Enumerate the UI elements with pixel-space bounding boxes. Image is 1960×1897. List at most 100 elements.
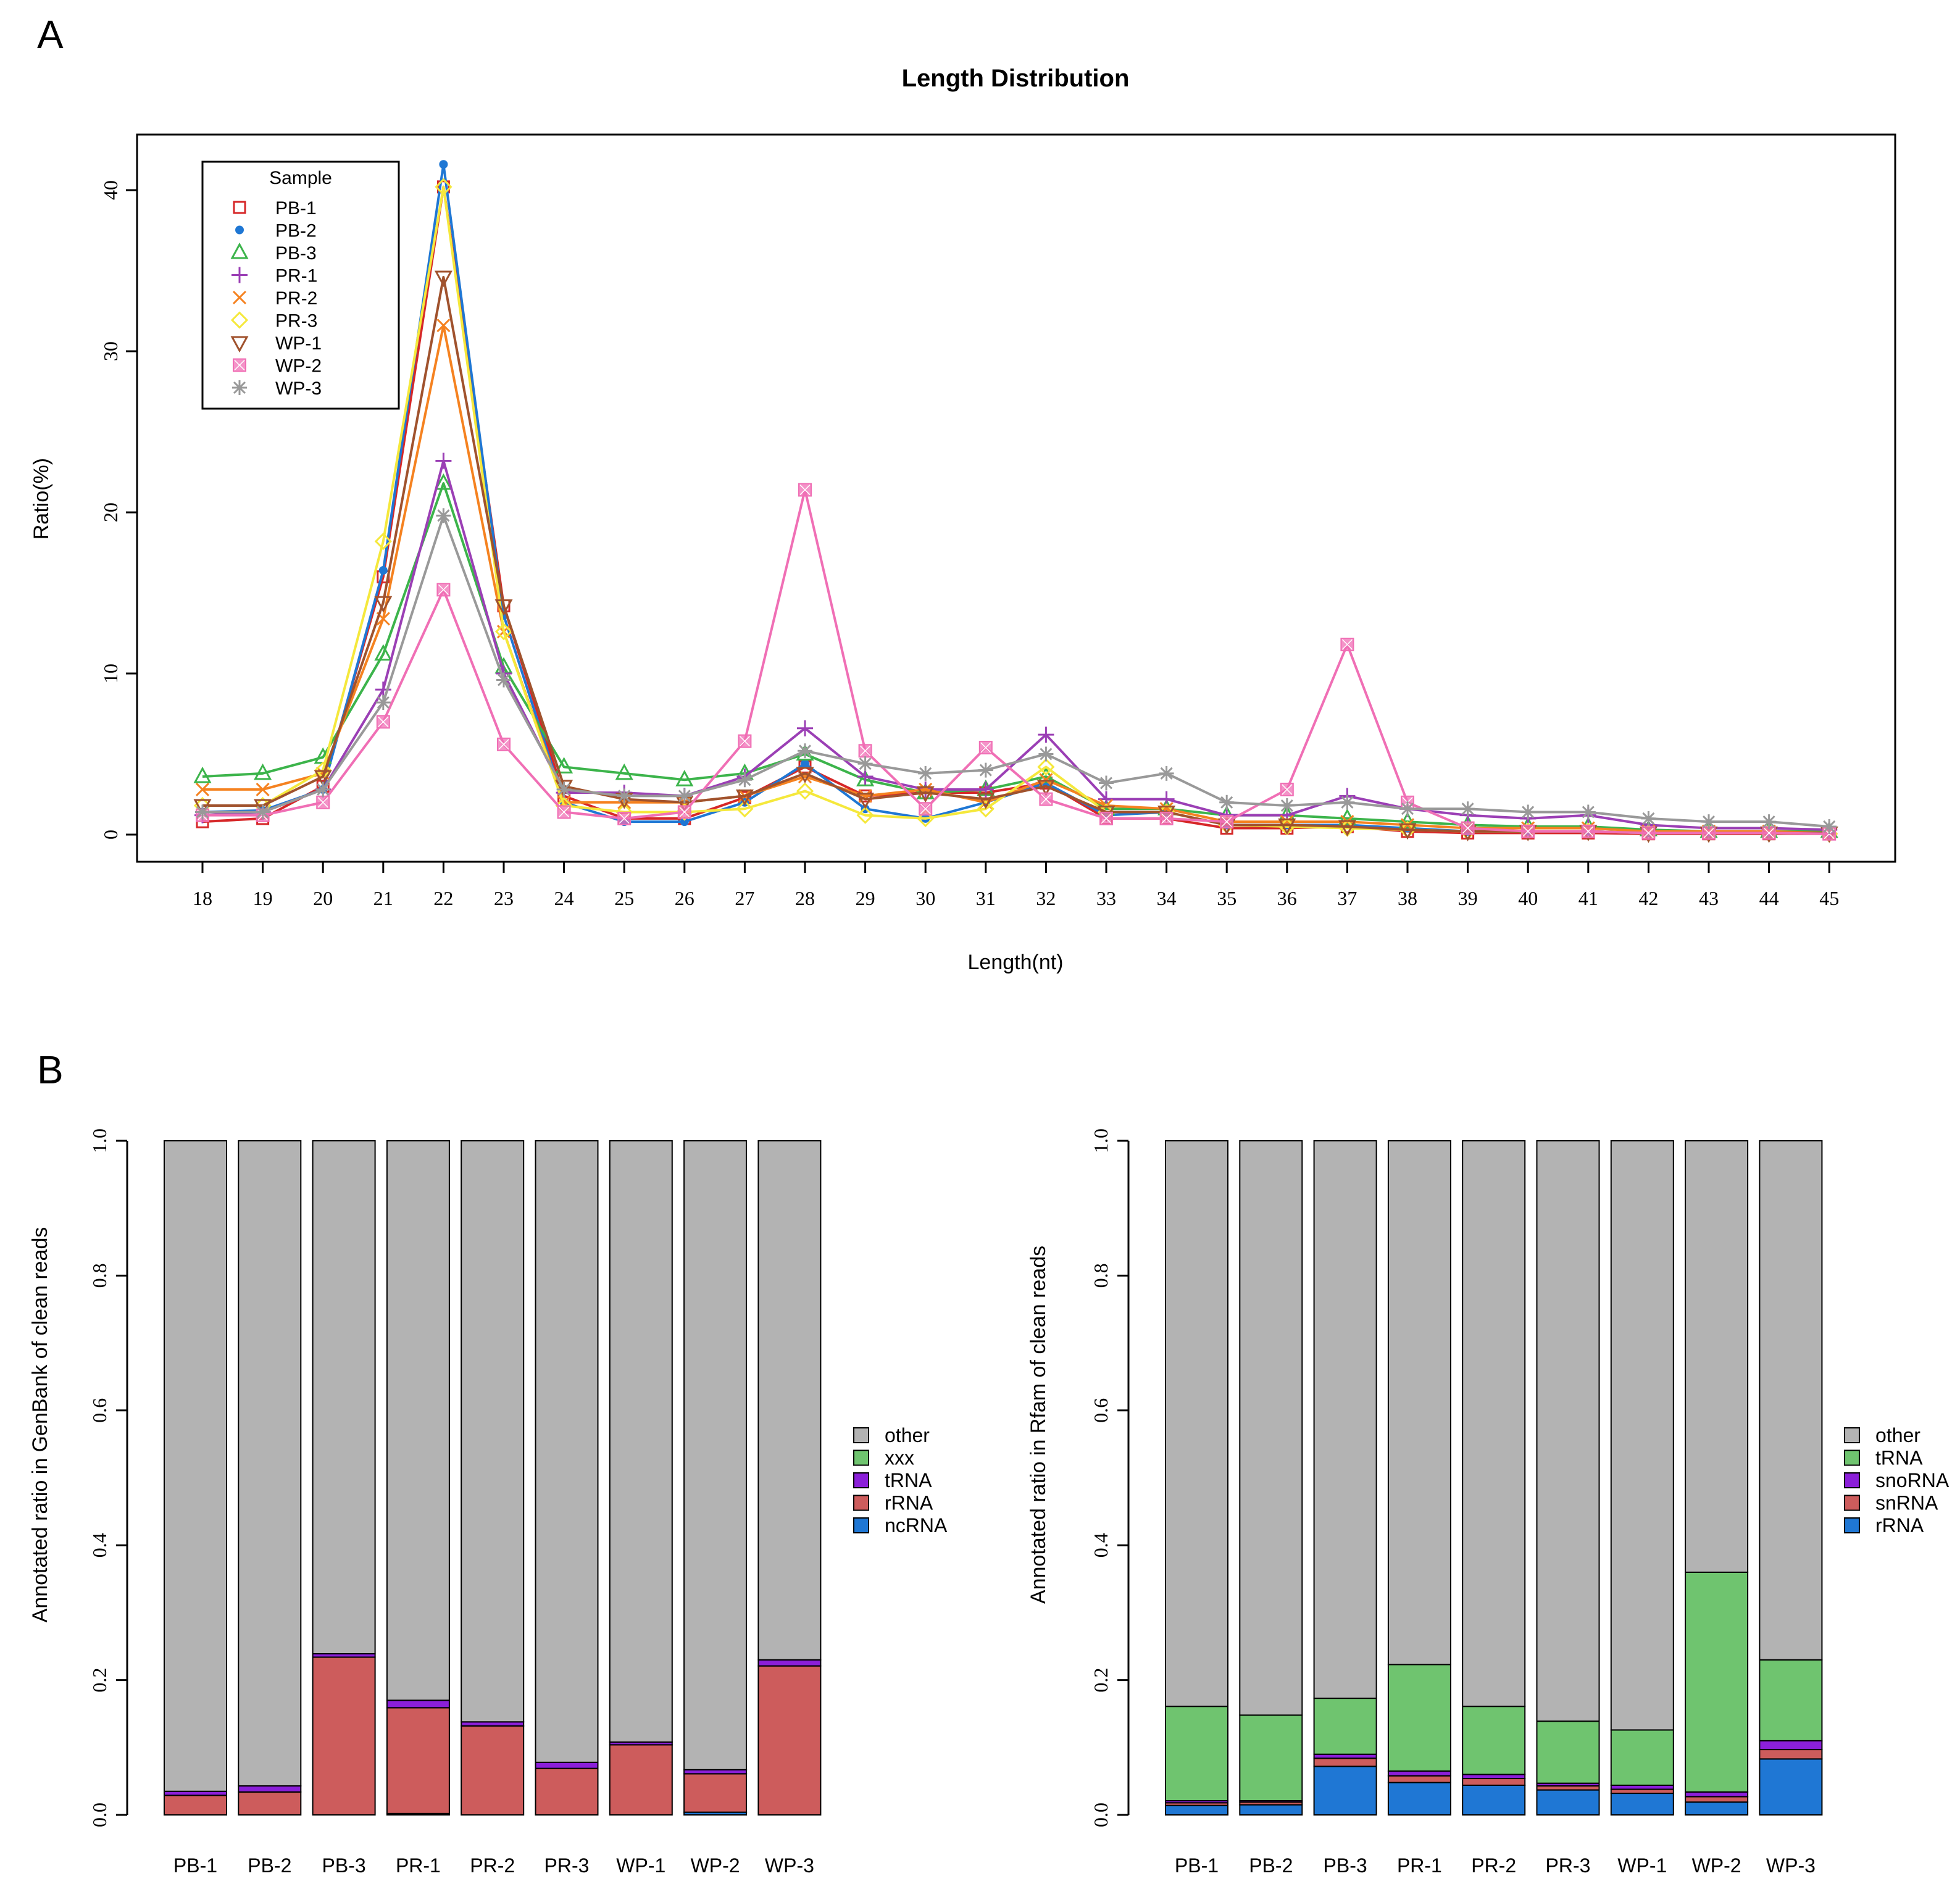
line-point-WP-2-30: [919, 802, 933, 816]
line-point-PB-3-26: [675, 770, 694, 786]
rfam-bar-PB-1-tRNA: [1165, 1706, 1228, 1802]
line-point-WP-3-32: [1038, 746, 1054, 762]
line-point-WP-1-27: [735, 789, 754, 806]
line-point-PR-3-30-shape: [917, 809, 935, 828]
line-point-WP-1-22: [434, 270, 452, 288]
line-legend-label-PB-3: PB-3: [275, 243, 317, 264]
rfam-bar-PR-3-tRNA: [1536, 1720, 1600, 1784]
line-point-WP-2-31-hatch: [980, 742, 991, 753]
line-point-PB-2-22: [439, 160, 448, 169]
line-point-WP-1-37-shape: [1338, 820, 1356, 837]
line-point-WP-3-30-shape: [918, 765, 933, 781]
line-point-WP-3-24: [556, 782, 572, 797]
line-point-WP-3-36-shape: [1279, 798, 1295, 814]
line-point-WP-2-44: [1762, 826, 1776, 840]
line-point-WP-3-38: [1400, 801, 1415, 817]
line-legend-marker-PR-2-shape: [232, 290, 247, 305]
line-point-WP-3-39: [1460, 801, 1475, 817]
line-point-WP-1-30-shape: [916, 786, 935, 803]
rfam-legend-label-other: other: [1875, 1424, 1920, 1446]
line-y-tick-label-2: 20: [99, 502, 122, 522]
line-legend-label-PR-2: PR-2: [275, 288, 317, 309]
line-point-WP-3-23: [496, 672, 511, 688]
line-x-tick-label-18: 36: [1277, 887, 1297, 909]
line-point-WP-1-32-shape: [1036, 780, 1055, 796]
line-point-WP-2-21-hatch: [378, 716, 389, 727]
line-point-WP-2-43-hatch: [1703, 827, 1714, 838]
line-point-WP-2-37: [1340, 638, 1354, 652]
line-legend-marker-WP-3-shape: [232, 380, 247, 395]
rfam-legend-swatch-tRNA: [1844, 1449, 1860, 1466]
line-point-PR-1-31-shape: [977, 781, 994, 798]
line-point-WP-2-40-hatch: [1522, 826, 1533, 837]
line-point-WP-1-19-shape: [254, 799, 272, 816]
line-point-WP-2-42-hatch: [1643, 827, 1654, 838]
line-x-tick-label-3: 21: [373, 887, 393, 909]
line-point-WP-3-25-shape: [617, 788, 632, 804]
rfam-x-label-PR-1: PR-1: [1397, 1854, 1442, 1877]
line-x-tick-label-19: 37: [1337, 887, 1357, 909]
line-legend-label-WP-1: WP-1: [275, 333, 322, 354]
line-point-PR-1-32-shape: [1038, 727, 1054, 743]
genbank-bar-PB-3-rRNA: [312, 1656, 376, 1816]
line-point-WP-2-40: [1521, 824, 1535, 838]
line-chart-plot-frame: [136, 133, 1896, 863]
line-point-WP-1-28-shape: [796, 767, 814, 783]
line-x-tick-label-21: 39: [1458, 887, 1478, 909]
line-point-WP-3-22-shape: [436, 508, 451, 523]
line-point-WP-1-38: [1398, 823, 1417, 840]
line-point-WP-3-43-shape: [1701, 814, 1716, 830]
rfam-bar-PR-2-snRNA: [1462, 1778, 1526, 1786]
line-legend-label-PB-1: PB-1: [275, 198, 317, 219]
line-chart-xlabel: Length(nt): [968, 951, 1064, 974]
line-point-WP-1-36-shape: [1278, 818, 1296, 835]
genbank-y-tick-label-0: 0.0: [88, 1803, 111, 1827]
line-point-WP-3-42: [1641, 811, 1656, 826]
line-point-WP-2-34: [1159, 811, 1174, 825]
line-point-WP-3-45-shape: [1822, 819, 1837, 834]
genbank-ylabel: Annotated ratio in GenBank of clean read…: [28, 1227, 52, 1623]
line-x-tick-label-24: 42: [1638, 887, 1658, 909]
line-point-PB-3-18-shape: [193, 766, 212, 783]
rfam-bar-WP-1-rRNA: [1610, 1793, 1674, 1816]
genbank-legend-swatch-rRNA: [853, 1495, 869, 1511]
line-x-tick-label-2: 20: [313, 887, 333, 909]
line-point-WP-2-39-hatch: [1462, 823, 1474, 834]
rfam-legend-label-rRNA: rRNA: [1875, 1514, 1924, 1536]
line-point-WP-2-25-hatch: [619, 813, 630, 824]
line-point-WP-2-22-hatch: [438, 584, 449, 595]
line-legend-label-WP-2: WP-2: [275, 356, 322, 377]
line-legend-label-PB-2: PB-2: [275, 221, 317, 241]
line-point-WP-3-21: [375, 694, 391, 710]
line-point-WP-3-29: [857, 756, 873, 772]
genbank-bar-PR-3-rRNA: [535, 1767, 599, 1816]
genbank-x-label-PB-3: PB-3: [322, 1854, 366, 1877]
line-x-tick-label-16: 34: [1157, 887, 1177, 909]
line-legend-title: Sample: [269, 168, 332, 188]
rfam-bar-PR-2-rRNA: [1462, 1784, 1526, 1816]
rfam-bar-PB-2-other: [1239, 1140, 1303, 1716]
rfam-y-tick-label-5: 1.0: [1090, 1128, 1112, 1153]
line-x-tick-label-13: 31: [976, 887, 996, 909]
line-point-PR-3-27: [736, 800, 754, 818]
line-series-PB-3: [202, 482, 1830, 833]
genbank-bar-PR-1-tRNA: [386, 1699, 450, 1709]
rfam-bar-WP-1-tRNA: [1610, 1729, 1674, 1786]
line-point-WP-2-41: [1581, 824, 1595, 838]
rfam-x-label-PR-2: PR-2: [1471, 1854, 1516, 1877]
line-point-PB-3-26-shape: [675, 770, 694, 786]
rfam-axis: PB-1 PB-2 PB-3 PR-1 PR-2 PR-3 WP-1 WP-2 WP-3 0.0 0…: [1090, 1128, 1816, 1877]
line-point-WP-2-20: [316, 795, 330, 809]
line-point-PB-3-24-shape: [555, 757, 573, 773]
line-point-WP-3-18-shape: [195, 804, 210, 820]
line-point-WP-2-44-hatch: [1764, 827, 1775, 838]
line-point-WP-1-22-shape: [434, 270, 452, 288]
line-point-WP-2-32: [1039, 792, 1053, 806]
line-point-PR-3-29: [856, 806, 874, 824]
genbank-y-tick-label-3: 0.6: [88, 1398, 111, 1423]
line-chart-legend: Sample PB-1PB-2PB-3PR-1PR-2PR-3WP-1WP-2W…: [201, 161, 400, 410]
line-point-PB-3-24: [555, 757, 573, 773]
line-legend-marker-PB-1: [233, 201, 246, 214]
genbank-bar-PB-2-rRNA: [238, 1791, 302, 1816]
